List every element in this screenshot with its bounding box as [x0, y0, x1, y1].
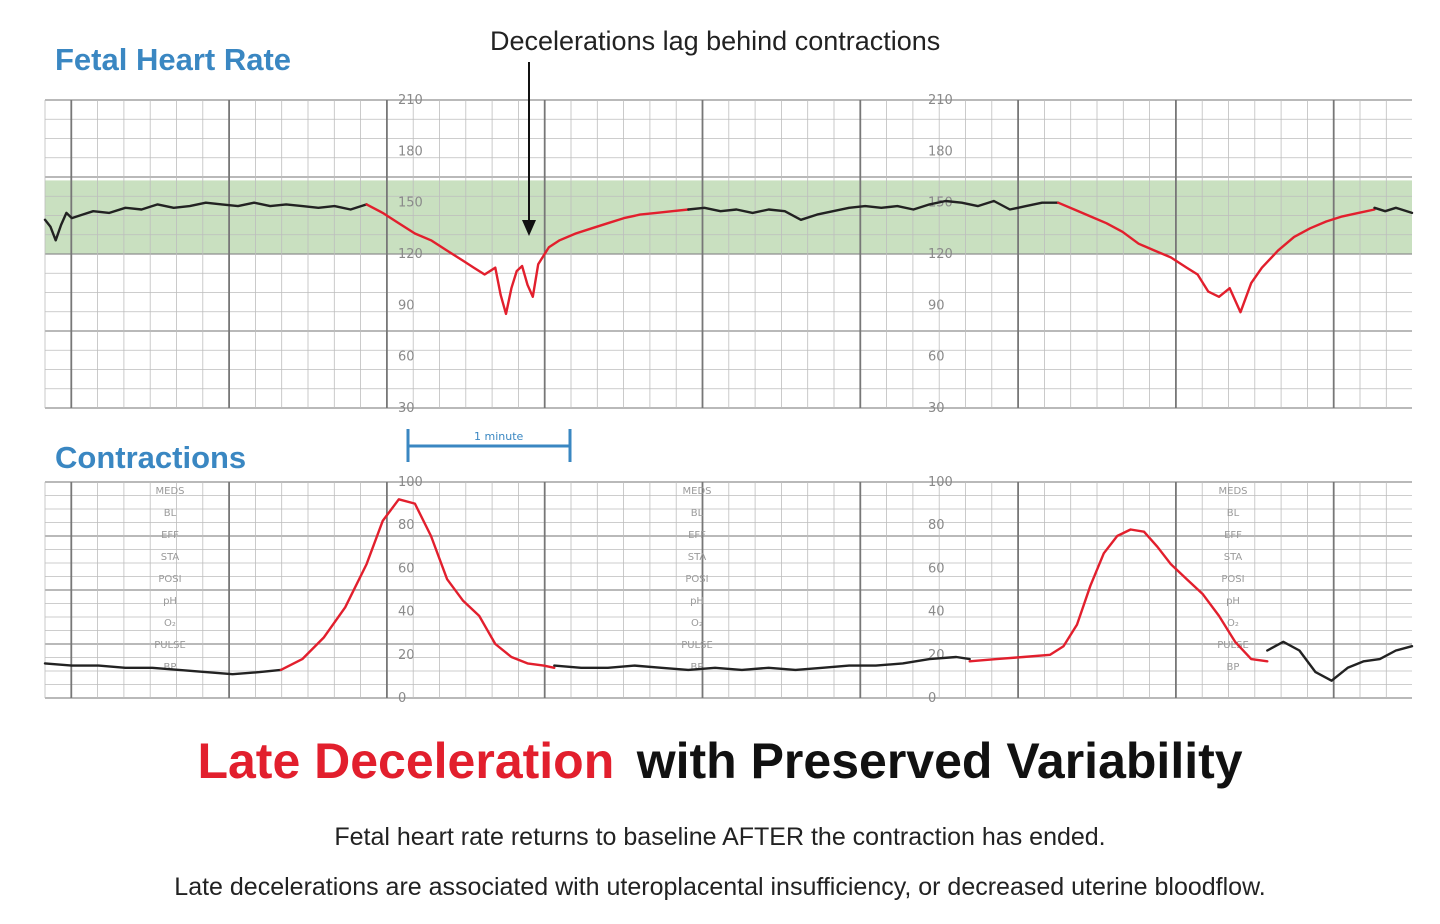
strip-label: BP [164, 662, 177, 673]
fhr-tick-label: 120 [398, 247, 423, 262]
strip-label: EFF [1224, 530, 1242, 541]
strip-label: POSI [158, 574, 181, 585]
series-1-3-line [968, 528, 1269, 663]
fhr-tick-label: 150 [398, 196, 423, 211]
strip-label: MEDS [1219, 486, 1248, 497]
strip-label: pH [1226, 596, 1240, 607]
series-0-2-line [687, 199, 1060, 222]
fhr-tick-label: 60 [398, 350, 415, 365]
strip-label: O₂ [1227, 618, 1239, 629]
fhr-trace [43, 199, 1414, 316]
strip-label: BL [164, 508, 177, 519]
strip-label: PULSE [681, 640, 713, 651]
series-0-1-line [365, 203, 690, 316]
strip-label: pH [163, 596, 177, 607]
strip-label: STA [161, 552, 180, 563]
deceleration-annotation: Decelerations lag behind contractions [490, 26, 940, 56]
fhr-tick-label: 180 [928, 144, 953, 159]
uc-tick-label: 40 [928, 605, 945, 620]
fhr-tick-label: 90 [398, 298, 415, 313]
uc-tick-label: 0 [398, 691, 406, 706]
strip-label: BL [691, 508, 704, 519]
caption-title: Late Deceleration with Preserved Variabi… [197, 733, 1242, 789]
strip-label: EFF [688, 530, 706, 541]
one-minute-label: 1 minute [474, 430, 524, 443]
uc-tick-label: 100 [928, 475, 953, 490]
series-0-0-line [43, 201, 368, 242]
uc-tick-label: 60 [398, 561, 415, 576]
caption-title-red: Late Deceleration [197, 733, 614, 789]
fhr-grid [44, 99, 1412, 409]
strip-label: STA [1224, 552, 1243, 563]
uc-tick-label: 60 [928, 561, 945, 576]
uc-tick-label: 0 [928, 691, 936, 706]
fhr-tick-label: 30 [398, 401, 415, 416]
annotation-arrow [522, 62, 536, 236]
strip-label: BP [1227, 662, 1240, 673]
strip-label: POSI [1221, 574, 1244, 585]
fhr-tick-label: 210 [398, 93, 423, 108]
contractions-tick-labels-left: 100 80 60 40 20 0 [398, 475, 423, 706]
fhr-tick-label: 120 [928, 247, 953, 262]
series-1-1-line [279, 498, 556, 672]
strip-labels: MEDS BL EFF STA POSI pH O₂ PULSE BP MEDS BL EFF STA P… [154, 486, 1249, 673]
contractions-trace [43, 498, 1414, 682]
uc-tick-label: 20 [398, 648, 415, 663]
fhr-tick-label: 60 [928, 350, 945, 365]
strip-label: PULSE [1217, 640, 1249, 651]
one-minute-scale: 1 minute [406, 429, 572, 462]
fhr-tick-label: 90 [928, 298, 945, 313]
contractions-panel: MEDS BL EFF STA POSI pH O₂ PULSE BP MEDS BL EFF STA P… [43, 475, 1414, 706]
fhr-panel: 210 180 150 120 90 60 30 210 180 150 120 90 60 30 [43, 93, 1414, 416]
series-1-4-line [1266, 640, 1414, 682]
caption-line-1: Fetal heart rate returns to baseline AFT… [334, 823, 1105, 851]
strip-label: STA [688, 552, 707, 563]
strip-label: MEDS [156, 486, 185, 497]
fhr-title: Fetal Heart Rate [55, 42, 291, 77]
uc-tick-label: 20 [928, 648, 945, 663]
series-1-2-line [553, 655, 971, 672]
uc-tick-label: 40 [398, 605, 415, 620]
strip-label: O₂ [691, 618, 703, 629]
fhr-tick-label: 210 [928, 93, 953, 108]
strip-label: BL [1227, 508, 1240, 519]
strip-label: EFF [161, 530, 179, 541]
series-1-0-line [43, 662, 283, 676]
caption-line-2: Late decelerations are associated with u… [174, 873, 1265, 901]
strip-label: PULSE [154, 640, 186, 651]
strip-label: BP [691, 662, 704, 673]
fhr-tick-label: 30 [928, 401, 945, 416]
uc-tick-label: 80 [398, 518, 415, 533]
strip-label: POSI [685, 574, 708, 585]
strip-label: MEDS [683, 486, 712, 497]
series-0-3-line [1056, 201, 1376, 314]
uc-tick-label: 80 [928, 518, 945, 533]
contractions-title: Contractions [55, 440, 246, 475]
fhr-tick-labels-left: 210 180 150 120 90 60 30 [398, 93, 423, 416]
contractions-grid [44, 481, 1412, 699]
strip-label: O₂ [164, 618, 176, 629]
caption-title-black: with Preserved Variability [636, 733, 1243, 789]
uc-tick-label: 100 [398, 475, 423, 490]
strip-label: pH [690, 596, 704, 607]
series-0-4-line [1373, 206, 1414, 215]
fhr-tick-label: 180 [398, 144, 423, 159]
